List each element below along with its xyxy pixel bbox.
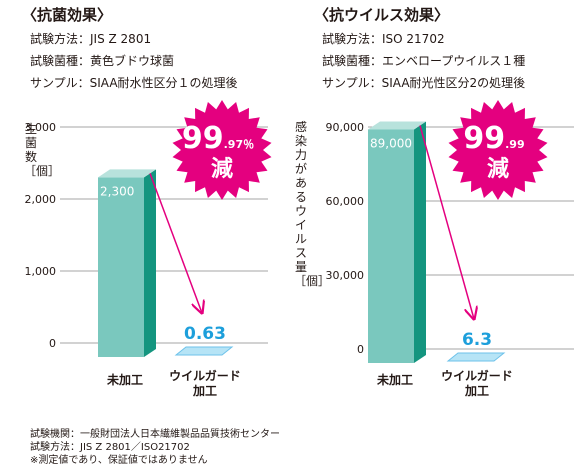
badge-percent: 99.97％: [182, 121, 254, 156]
testing-institution: 試験機関：一般財団法人日本繊維製品品質技術センター: [30, 429, 280, 440]
bar-untreated: [98, 177, 144, 357]
test-method: 試験方法：ISO 21702: [322, 32, 445, 46]
y-tick-label: 3,000: [25, 121, 57, 134]
y-tick-label: 60,000: [326, 195, 365, 208]
reduction-arrow: [419, 125, 474, 319]
y-tick-label: 90,000: [326, 121, 365, 134]
value-label-treated: 0.63: [184, 324, 226, 344]
category-label-untreated: 未加工: [376, 372, 413, 387]
test-method: 試験方法：JIS Z 2801: [30, 32, 152, 46]
test-species: 試験菌種：黄色ブドウ球菌: [30, 54, 175, 68]
bar-untreated-top: [98, 169, 156, 178]
test-methods: 試験方法：JIS Z 2801／ISO21702: [30, 442, 190, 453]
bar-treated: [446, 352, 506, 362]
reduction-arrow: [149, 173, 202, 313]
reduction-badge: [448, 100, 548, 200]
y-tick-label: 1,000: [25, 265, 57, 278]
footnotes: 試験機関：一般財団法人日本繊維製品品質技術センター 試験方法：JIS Z 280…: [30, 428, 280, 467]
reduction-badge: [172, 100, 272, 200]
y-tick-label: 0: [49, 337, 56, 350]
badge-reduced-label: 減: [487, 157, 509, 182]
badge-percent: 99.99: [463, 121, 524, 156]
panel-title: 〈抗ウイルス効果〉: [314, 6, 450, 24]
value-label-treated: 6.3: [462, 330, 492, 350]
disclaimer: ※測定値であり、保証値ではありません: [30, 455, 208, 466]
value-label-untreated: 89,000: [370, 136, 412, 150]
antibacterial-panel: 〈抗菌効果〉 試験方法：JIS Z 2801 試験菌種：黄色ブドウ球菌 サンプル…: [0, 0, 290, 400]
bar-untreated-top: [368, 121, 426, 130]
panel-title: 〈抗菌効果〉: [22, 6, 113, 24]
bar-untreated-side: [414, 121, 426, 363]
antiviral-panel: 〈抗ウイルス効果〉 試験方法：ISO 21702 試験菌種：エンベロープウイルス…: [292, 0, 582, 400]
sample-note: サンプル：SIAA耐水性区分１の処理後: [30, 76, 238, 90]
value-label-untreated: 2,300: [100, 184, 134, 198]
category-label-treated-line2: 加工: [192, 383, 217, 398]
category-label-treated: ウイルガード: [169, 368, 241, 383]
y-tick-label: 30,000: [326, 269, 365, 282]
y-tick-label: 0: [357, 343, 364, 356]
test-species: 試験菌種：エンベロープウイルス１種: [322, 54, 526, 68]
badge-reduced-label: 減: [211, 157, 233, 182]
bar-treated: [174, 346, 234, 356]
y-tick-label: 2,000: [25, 193, 57, 206]
sample-note: サンプル：SIAA耐光性区分2の処理後: [322, 76, 526, 90]
category-label-treated: ウイルガード: [441, 368, 513, 383]
bar-untreated: [368, 129, 414, 363]
bar-untreated-side: [144, 169, 156, 357]
category-label-treated-line2: 加工: [464, 383, 489, 398]
category-label-untreated: 未加工: [106, 372, 143, 387]
